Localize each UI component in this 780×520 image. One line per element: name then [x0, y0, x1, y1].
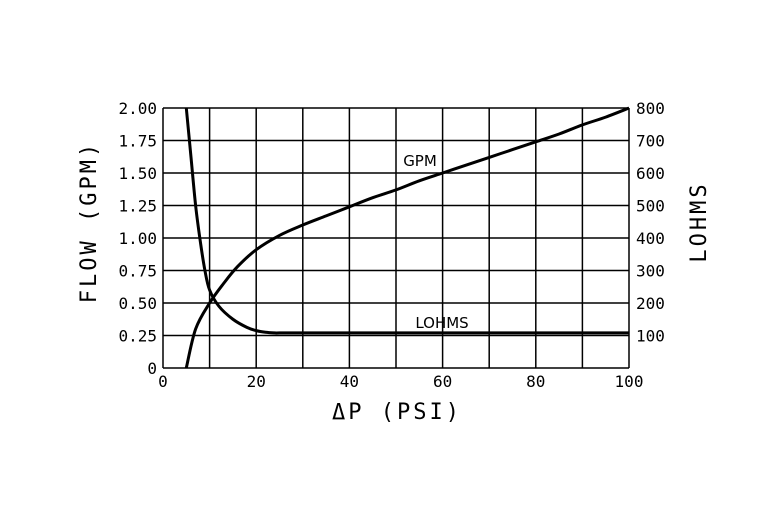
y2-tick-label: 200	[636, 294, 665, 313]
y2-tick-label: 800	[636, 99, 665, 118]
lohms-curve	[184, 107, 629, 335]
x-tick-label: 100	[615, 372, 644, 391]
grid	[162, 107, 630, 369]
y2-tick-label: 700	[636, 132, 665, 151]
y-tick-label: 1.50	[118, 164, 157, 183]
lohms-curve-label: LOHMS	[415, 314, 468, 332]
curves	[184, 106, 630, 369]
y-tick-label: 0.75	[118, 262, 157, 281]
x-tick-label: 60	[433, 372, 452, 391]
y2-tick-label: 300	[636, 262, 665, 281]
y2-tick-label: 100	[636, 327, 665, 346]
gpm-curve	[184, 106, 630, 369]
y2-tick-label: 400	[636, 229, 665, 248]
x-tick-label: 20	[247, 372, 266, 391]
y-tick-label: 1.00	[118, 229, 157, 248]
y2-tick-label: 600	[636, 164, 665, 183]
y-tick-label: 0	[147, 359, 157, 378]
y-tick-label: 1.75	[118, 132, 157, 151]
tick-labels: 0 20 40 60 80 100 0 0.25 0.50 0.75 1.00 1.25 1.50 1.7…	[118, 99, 664, 391]
y2-axis-label: LOHMS	[687, 181, 712, 262]
y-tick-label: 1.25	[118, 197, 157, 216]
x-axis-label: ΔP (PSI)	[332, 400, 462, 425]
y-axis-label: FLOW (GPM)	[77, 141, 102, 303]
x-tick-label: 40	[340, 372, 359, 391]
y-tick-label: 0.25	[118, 327, 157, 346]
y-tick-label: 0.50	[118, 294, 157, 313]
x-tick-label: 0	[158, 372, 168, 391]
y-tick-label: 2.00	[118, 99, 157, 118]
x-tick-label: 80	[526, 372, 545, 391]
gpm-curve-label: GPM	[403, 152, 437, 170]
y2-tick-label: 500	[636, 197, 665, 216]
